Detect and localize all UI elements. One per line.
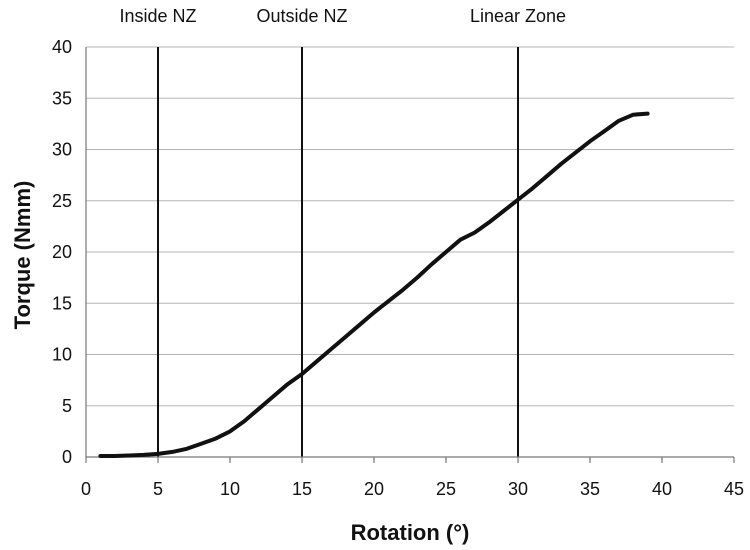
y-tick-label: 30: [52, 140, 72, 160]
tick-labels: 0 5 10 15 20 25 30 35 40 0 5 10 15 20 25 30 35 40 45 Inside…: [52, 6, 744, 499]
y-tick-label: 15: [52, 293, 72, 313]
y-tick-label: 5: [62, 396, 72, 416]
gridlines: [86, 46, 734, 407]
x-tick-label: 20: [364, 479, 384, 499]
y-tick-label: 25: [52, 191, 72, 211]
y-tick-label: 40: [52, 37, 72, 57]
x-axis-title: Rotation (°): [351, 520, 470, 545]
y-tick-label: 35: [52, 88, 72, 108]
y-tick-label: 0: [62, 447, 72, 467]
zone-label: Outside NZ: [256, 6, 347, 26]
data-series: [98, 111, 650, 458]
x-tick-label: 10: [220, 479, 240, 499]
zone-label: Linear Zone: [470, 6, 566, 26]
x-tick-label: 25: [436, 479, 456, 499]
y-tick-label: 20: [52, 242, 72, 262]
series-line-0: [98, 111, 650, 458]
zone-lines: [157, 47, 519, 457]
x-tick-label: 45: [724, 479, 744, 499]
y-tick-label: 10: [52, 345, 72, 365]
x-tick-label: 15: [292, 479, 312, 499]
x-tick-label: 0: [81, 479, 91, 499]
axes: [85, 47, 735, 463]
zone-label: Inside NZ: [119, 6, 196, 26]
x-tick-label: 40: [652, 479, 672, 499]
x-tick-label: 5: [153, 479, 163, 499]
x-tick-label: 30: [508, 479, 528, 499]
x-tick-label: 35: [580, 479, 600, 499]
y-axis-title: Torque (Nmm): [10, 181, 35, 330]
